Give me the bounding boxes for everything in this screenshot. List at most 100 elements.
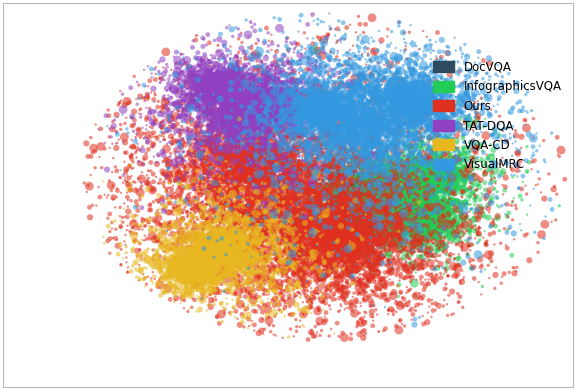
InfographicsVQA: [423, 203, 433, 209]
VisualMRC: [414, 101, 423, 108]
Ours: [277, 118, 286, 124]
VisualMRC: [351, 102, 361, 108]
Ours: [290, 157, 300, 163]
DocVQA: [373, 204, 382, 211]
InfographicsVQA: [447, 154, 456, 160]
VisualMRC: [400, 115, 410, 121]
Ours: [185, 271, 194, 277]
InfographicsVQA: [374, 189, 383, 195]
Ours: [376, 124, 385, 130]
TAT-DQA: [279, 95, 288, 101]
Ours: [291, 205, 301, 211]
DocVQA: [368, 202, 377, 208]
DocVQA: [358, 199, 367, 205]
Ours: [202, 73, 211, 79]
VisualMRC: [406, 106, 415, 113]
InfographicsVQA: [453, 189, 462, 195]
Ours: [449, 188, 458, 195]
DocVQA: [358, 197, 367, 204]
DocVQA: [381, 211, 391, 217]
Ours: [394, 219, 403, 225]
TAT-DQA: [316, 53, 325, 59]
DocVQA: [333, 220, 342, 226]
DocVQA: [428, 205, 437, 211]
Ours: [215, 190, 224, 197]
Ours: [261, 202, 270, 208]
Ours: [190, 236, 199, 242]
Ours: [355, 245, 364, 251]
TAT-DQA: [238, 74, 248, 80]
Ours: [159, 134, 168, 140]
InfographicsVQA: [343, 212, 352, 218]
InfographicsVQA: [367, 192, 376, 198]
VQA-CD: [205, 248, 214, 254]
TAT-DQA: [258, 98, 267, 104]
InfographicsVQA: [361, 172, 370, 178]
DocVQA: [377, 207, 386, 213]
VisualMRC: [318, 100, 327, 106]
DocVQA: [353, 218, 362, 224]
DocVQA: [359, 192, 368, 199]
DocVQA: [414, 190, 423, 196]
DocVQA: [372, 201, 381, 207]
Ours: [260, 181, 269, 188]
Ours: [351, 184, 360, 191]
VisualMRC: [401, 119, 411, 126]
Ours: [348, 250, 357, 256]
Ours: [222, 165, 232, 171]
InfographicsVQA: [414, 222, 423, 228]
TAT-DQA: [279, 113, 288, 119]
DocVQA: [410, 211, 419, 217]
Ours: [422, 202, 431, 209]
InfographicsVQA: [458, 163, 468, 169]
Ours: [334, 228, 343, 234]
TAT-DQA: [220, 82, 229, 88]
InfographicsVQA: [412, 194, 421, 200]
TAT-DQA: [227, 69, 236, 75]
InfographicsVQA: [435, 182, 445, 188]
VQA-CD: [213, 280, 222, 287]
VisualMRC: [382, 111, 392, 117]
DocVQA: [400, 185, 409, 191]
Ours: [253, 157, 262, 163]
InfographicsVQA: [431, 176, 441, 182]
DocVQA: [369, 183, 378, 189]
Ours: [332, 249, 342, 255]
DocVQA: [335, 199, 344, 205]
Ours: [310, 246, 319, 252]
VisualMRC: [331, 156, 340, 163]
VQA-CD: [188, 262, 197, 268]
Ours: [246, 179, 255, 186]
Ours: [241, 169, 250, 175]
Ours: [214, 223, 223, 230]
Ours: [359, 169, 369, 176]
Ours: [188, 199, 198, 206]
InfographicsVQA: [451, 158, 460, 164]
VQA-CD: [235, 224, 244, 230]
VQA-CD: [162, 246, 172, 252]
TAT-DQA: [250, 128, 259, 134]
DocVQA: [364, 165, 373, 171]
DocVQA: [386, 222, 395, 228]
VQA-CD: [216, 240, 225, 246]
VisualMRC: [279, 119, 288, 126]
VQA-CD: [170, 265, 179, 271]
TAT-DQA: [205, 89, 214, 95]
DocVQA: [377, 212, 386, 218]
TAT-DQA: [250, 97, 259, 103]
InfographicsVQA: [410, 162, 419, 168]
InfographicsVQA: [350, 215, 359, 222]
Ours: [220, 143, 229, 149]
VisualMRC: [317, 113, 326, 119]
VisualMRC: [338, 91, 347, 98]
TAT-DQA: [221, 81, 230, 87]
Ours: [291, 263, 301, 269]
DocVQA: [372, 242, 381, 248]
Ours: [209, 243, 218, 249]
Ours: [321, 89, 330, 95]
Ours: [360, 150, 369, 156]
VisualMRC: [371, 140, 380, 146]
TAT-DQA: [241, 102, 251, 108]
VQA-CD: [236, 261, 245, 268]
Ours: [396, 194, 406, 200]
